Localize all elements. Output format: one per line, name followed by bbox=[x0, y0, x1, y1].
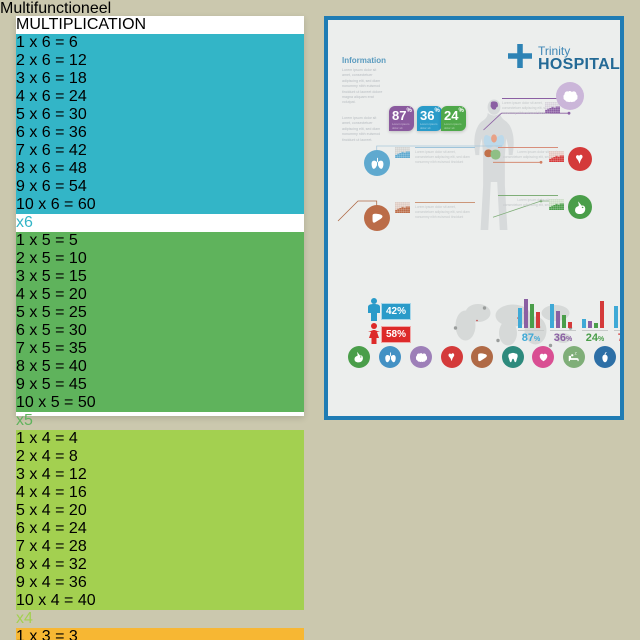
svg-text:Z: Z bbox=[575, 352, 578, 356]
